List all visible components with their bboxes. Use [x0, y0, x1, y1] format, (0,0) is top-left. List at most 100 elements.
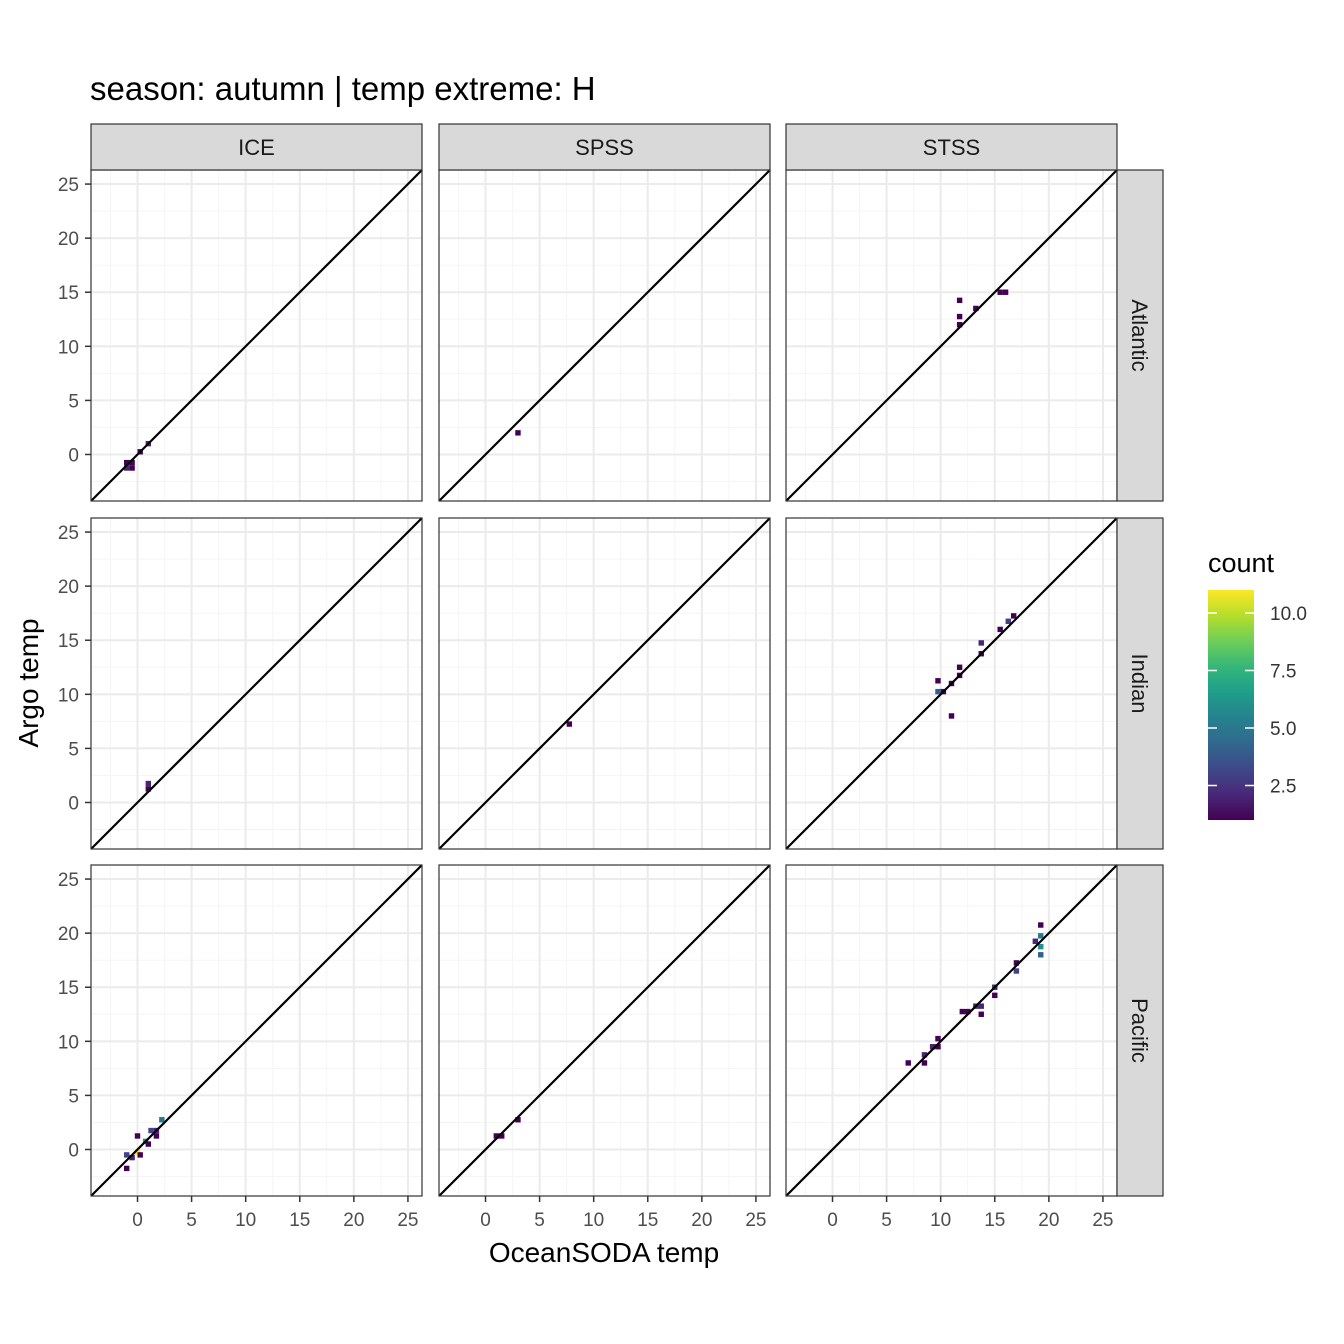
heatmap-cell — [123, 465, 130, 471]
x-tick-label: 15 — [637, 1210, 658, 1231]
strip-top-background — [785, 123, 1118, 171]
strip-top-label: SPSS — [575, 135, 634, 160]
panel-tiles — [145, 780, 152, 792]
strip-right-label: Pacific — [1127, 998, 1152, 1063]
strip-right-label: Indian — [1127, 654, 1152, 714]
y-tick-label: 10 — [58, 337, 79, 358]
heatmap-cell — [978, 1003, 984, 1009]
x-tick-label: 5 — [881, 1210, 892, 1231]
x-tick-label: 25 — [397, 1210, 418, 1231]
heatmap-cell — [123, 1165, 130, 1172]
heatmap-cell — [956, 313, 963, 320]
y-tick-label: 15 — [58, 631, 79, 652]
heatmap-cell — [997, 626, 1003, 633]
y-tick-label: 25 — [58, 870, 79, 891]
panel-tiles — [956, 289, 1009, 328]
heatmap-cell — [1005, 618, 1011, 625]
y-tick-label: 0 — [68, 1140, 79, 1161]
heatmap-cell — [956, 664, 963, 670]
panel-pacific-stss: 0 5 10 15 20 25 — [785, 864, 1118, 1231]
heatmap-cell — [978, 640, 984, 646]
strip-top-ice: ICE — [90, 123, 423, 171]
chart-title: season: autumn | temp extreme: H — [90, 70, 596, 107]
y-tick-label: 25 — [58, 175, 79, 196]
strip-right-background — [1116, 864, 1164, 1197]
panel-tiles — [566, 721, 573, 727]
identity-line — [439, 865, 770, 1196]
strip-right-background — [1116, 517, 1164, 850]
x-tick-label: 5 — [534, 1210, 545, 1231]
y-tick-label: 5 — [68, 739, 79, 760]
heatmap-cell — [929, 1044, 936, 1050]
strip-right-label: Atlantic — [1127, 299, 1152, 371]
heatmap-cell — [515, 1117, 521, 1123]
x-axis-label: OceanSODA temp — [489, 1237, 719, 1268]
heatmap-cell — [1013, 960, 1020, 966]
heatmap-cell — [148, 1127, 154, 1134]
legend: count 2.5 5.0 7.5 10.0 — [1208, 548, 1307, 820]
heatmap-cell — [935, 678, 941, 684]
strip-right-atlantic: Atlantic — [1116, 169, 1164, 502]
heatmap-cell — [1038, 943, 1044, 950]
y-tick-label: 0 — [68, 793, 79, 814]
panel-pacific-spss: 0 5 10 15 20 25 — [438, 864, 771, 1231]
x-tick-label: 0 — [827, 1210, 838, 1231]
x-tick-label: 10 — [583, 1210, 604, 1231]
identity-line — [91, 518, 422, 849]
heatmap-cell — [1038, 933, 1044, 939]
heatmap-cell — [129, 1154, 135, 1161]
heatmap-cell — [992, 992, 998, 999]
panel-grid — [91, 865, 422, 1196]
x-tick-label: 15 — [289, 1210, 310, 1231]
heatmap-cell — [134, 1133, 141, 1139]
heatmap-cell — [1010, 613, 1017, 619]
strip-top-background — [438, 123, 771, 171]
heatmap-cell — [921, 1052, 928, 1058]
legend-colorbar — [1208, 590, 1254, 820]
heatmap-cell — [935, 1044, 941, 1050]
heatmap-cell — [956, 297, 963, 304]
heatmap-cell — [145, 780, 152, 787]
heatmap-cell — [978, 1011, 984, 1017]
panel-grid — [786, 518, 1117, 849]
x-tick-label: 20 — [343, 1210, 364, 1231]
heatmap-cell — [145, 786, 152, 792]
identity-line — [786, 518, 1117, 849]
heatmap-cell — [153, 1133, 160, 1139]
heatmap-cell — [1013, 968, 1020, 974]
strip-top-spss: SPSS — [438, 123, 771, 171]
heatmap-cell — [935, 688, 941, 695]
panel-border — [90, 517, 423, 850]
heatmap-cell — [1038, 922, 1044, 928]
heatmap-cell — [965, 1008, 971, 1015]
panel-grid — [439, 518, 770, 849]
x-tick-label: 10 — [930, 1210, 951, 1231]
heatmap-cell — [973, 305, 979, 312]
heatmap-cell — [123, 459, 130, 466]
heatmap-cell — [1032, 938, 1039, 944]
y-tick-label: 25 — [58, 523, 79, 544]
legend-title: count — [1208, 548, 1275, 578]
panel-indian-stss — [785, 517, 1118, 850]
x-tick-label: 0 — [480, 1210, 491, 1231]
strip-right-background — [1116, 169, 1164, 502]
panel-tiles — [515, 430, 521, 436]
legend-tick-label: 10.0 — [1270, 604, 1307, 625]
heatmap-cell — [905, 1060, 911, 1066]
x-tick-label: 20 — [691, 1210, 712, 1231]
x-tick-label: 0 — [132, 1210, 143, 1231]
strip-top-label: ICE — [238, 135, 275, 160]
y-tick-label: 10 — [58, 1032, 79, 1053]
heatmap-cell — [997, 289, 1003, 295]
panel-atlantic-spss — [438, 169, 771, 502]
heatmap-cell — [1038, 952, 1044, 958]
identity-line — [91, 865, 422, 1196]
strip-top-background — [90, 123, 423, 171]
facet-panels: 0 5 10 15 20 25 0 5 10 15 20 25 0 5 10 15 20 25 0 5 10 15 20 25… — [58, 123, 1164, 1231]
identity-line — [439, 518, 770, 849]
panel-indian-ice: 0 5 10 15 20 25 — [58, 517, 423, 850]
heatmap-cell — [499, 1133, 505, 1139]
identity-line — [439, 170, 770, 501]
heatmap-cell — [145, 1141, 152, 1147]
y-tick-label: 20 — [58, 229, 79, 250]
